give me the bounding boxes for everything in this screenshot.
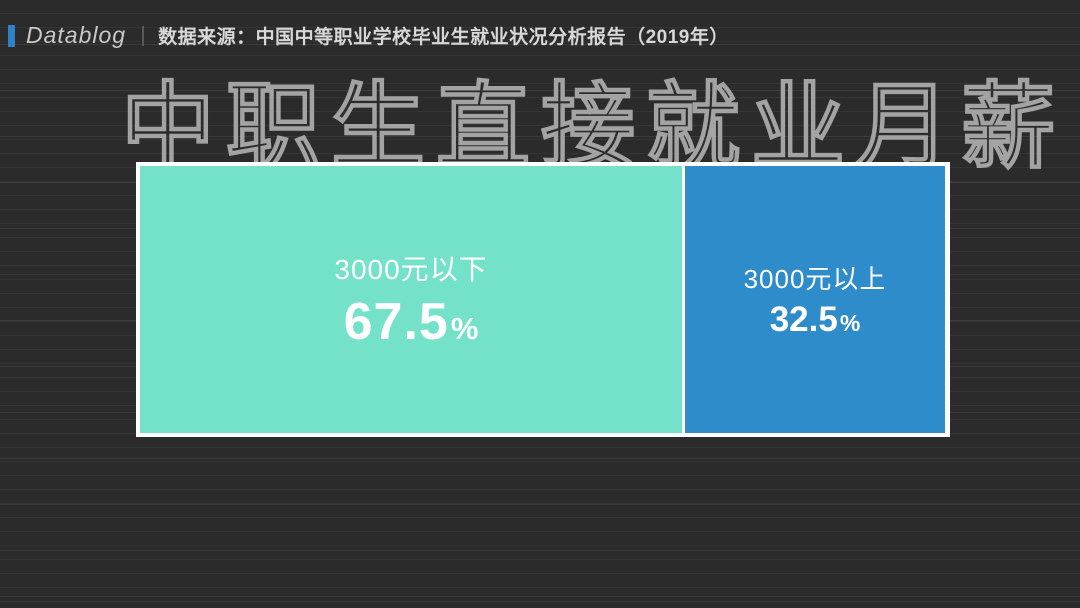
bar-segment-over-3000: 3000元以上 32.5 % bbox=[685, 166, 945, 433]
brand-accent-bar bbox=[8, 24, 15, 47]
page-title: 中职生直接就业月薪 bbox=[120, 74, 1067, 179]
segment-value-number: 32.5 bbox=[769, 300, 838, 339]
header-divider bbox=[142, 25, 145, 46]
header: Datablog 数据来源：中国中等职业学校毕业生就业状况分析报告（2019年） bbox=[8, 22, 729, 49]
percent-sign: % bbox=[450, 310, 479, 346]
data-source-text: 数据来源：中国中等职业学校毕业生就业状况分析报告（2019年） bbox=[158, 27, 729, 48]
percent-sign: % bbox=[839, 310, 861, 336]
segment-value-number: 67.5 bbox=[343, 292, 449, 351]
segment-value: 32.5 % bbox=[770, 300, 861, 340]
segment-value: 67.5 % bbox=[344, 292, 479, 352]
segment-label: 3000元以上 bbox=[743, 264, 887, 294]
stacked-bar-chart: 3000元以下 67.5 % 3000元以上 32.5 % bbox=[136, 162, 950, 437]
segment-label: 3000元以下 bbox=[334, 253, 488, 285]
brand-logo-text: Datablog bbox=[26, 22, 127, 48]
bar-segment-under-3000: 3000元以下 67.5 % bbox=[140, 166, 683, 433]
